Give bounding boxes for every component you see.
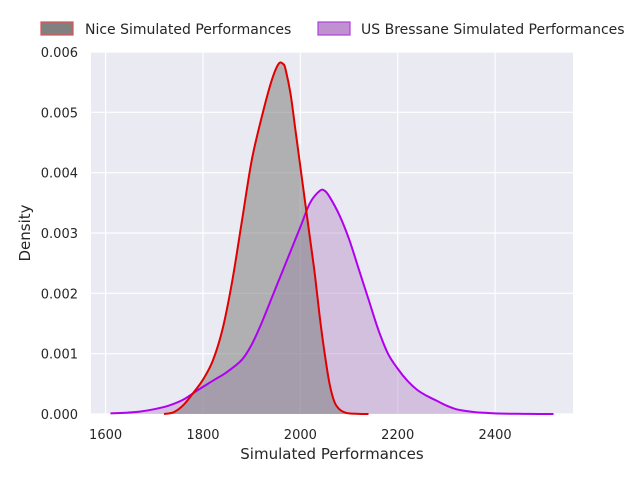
x-axis-label: Simulated Performances	[240, 445, 424, 463]
density-line-nice	[163, 61, 369, 415]
legend-swatch-bressane	[317, 21, 351, 36]
x-tick-label: 2200	[381, 428, 414, 443]
x-tick-labels: 1600 1800 2000 2200 2400	[89, 428, 512, 443]
x-tick-label: 2000	[284, 428, 317, 443]
y-tick-label: 0.005	[41, 106, 78, 121]
density-area-nice	[164, 62, 369, 415]
density-areas	[110, 61, 554, 415]
y-axis-label: Density	[16, 204, 34, 261]
density-line-bressane	[110, 188, 554, 415]
legend: Nice Simulated Performances US Bressane …	[40, 21, 625, 38]
x-tick-label: 2400	[479, 428, 512, 443]
x-tick-label: 1600	[89, 428, 122, 443]
legend-swatch-nice	[40, 21, 74, 36]
legend-label-bressane: US Bressane Simulated Performances	[361, 22, 625, 38]
legend-label-nice: Nice Simulated Performances	[85, 22, 291, 38]
x-tick-label: 1800	[186, 428, 219, 443]
y-tick-label: 0.004	[41, 167, 78, 182]
y-tick-label: 0.001	[41, 348, 78, 363]
y-tick-label: 0.006	[41, 46, 78, 61]
y-tick-label: 0.000	[41, 408, 78, 423]
y-tick-labels: 0.000 0.001 0.002 0.003 0.004 0.005 0.006	[41, 46, 78, 423]
y-tick-label: 0.002	[41, 287, 78, 302]
y-tick-label: 0.003	[41, 227, 78, 242]
density-area-bressane	[110, 189, 554, 414]
